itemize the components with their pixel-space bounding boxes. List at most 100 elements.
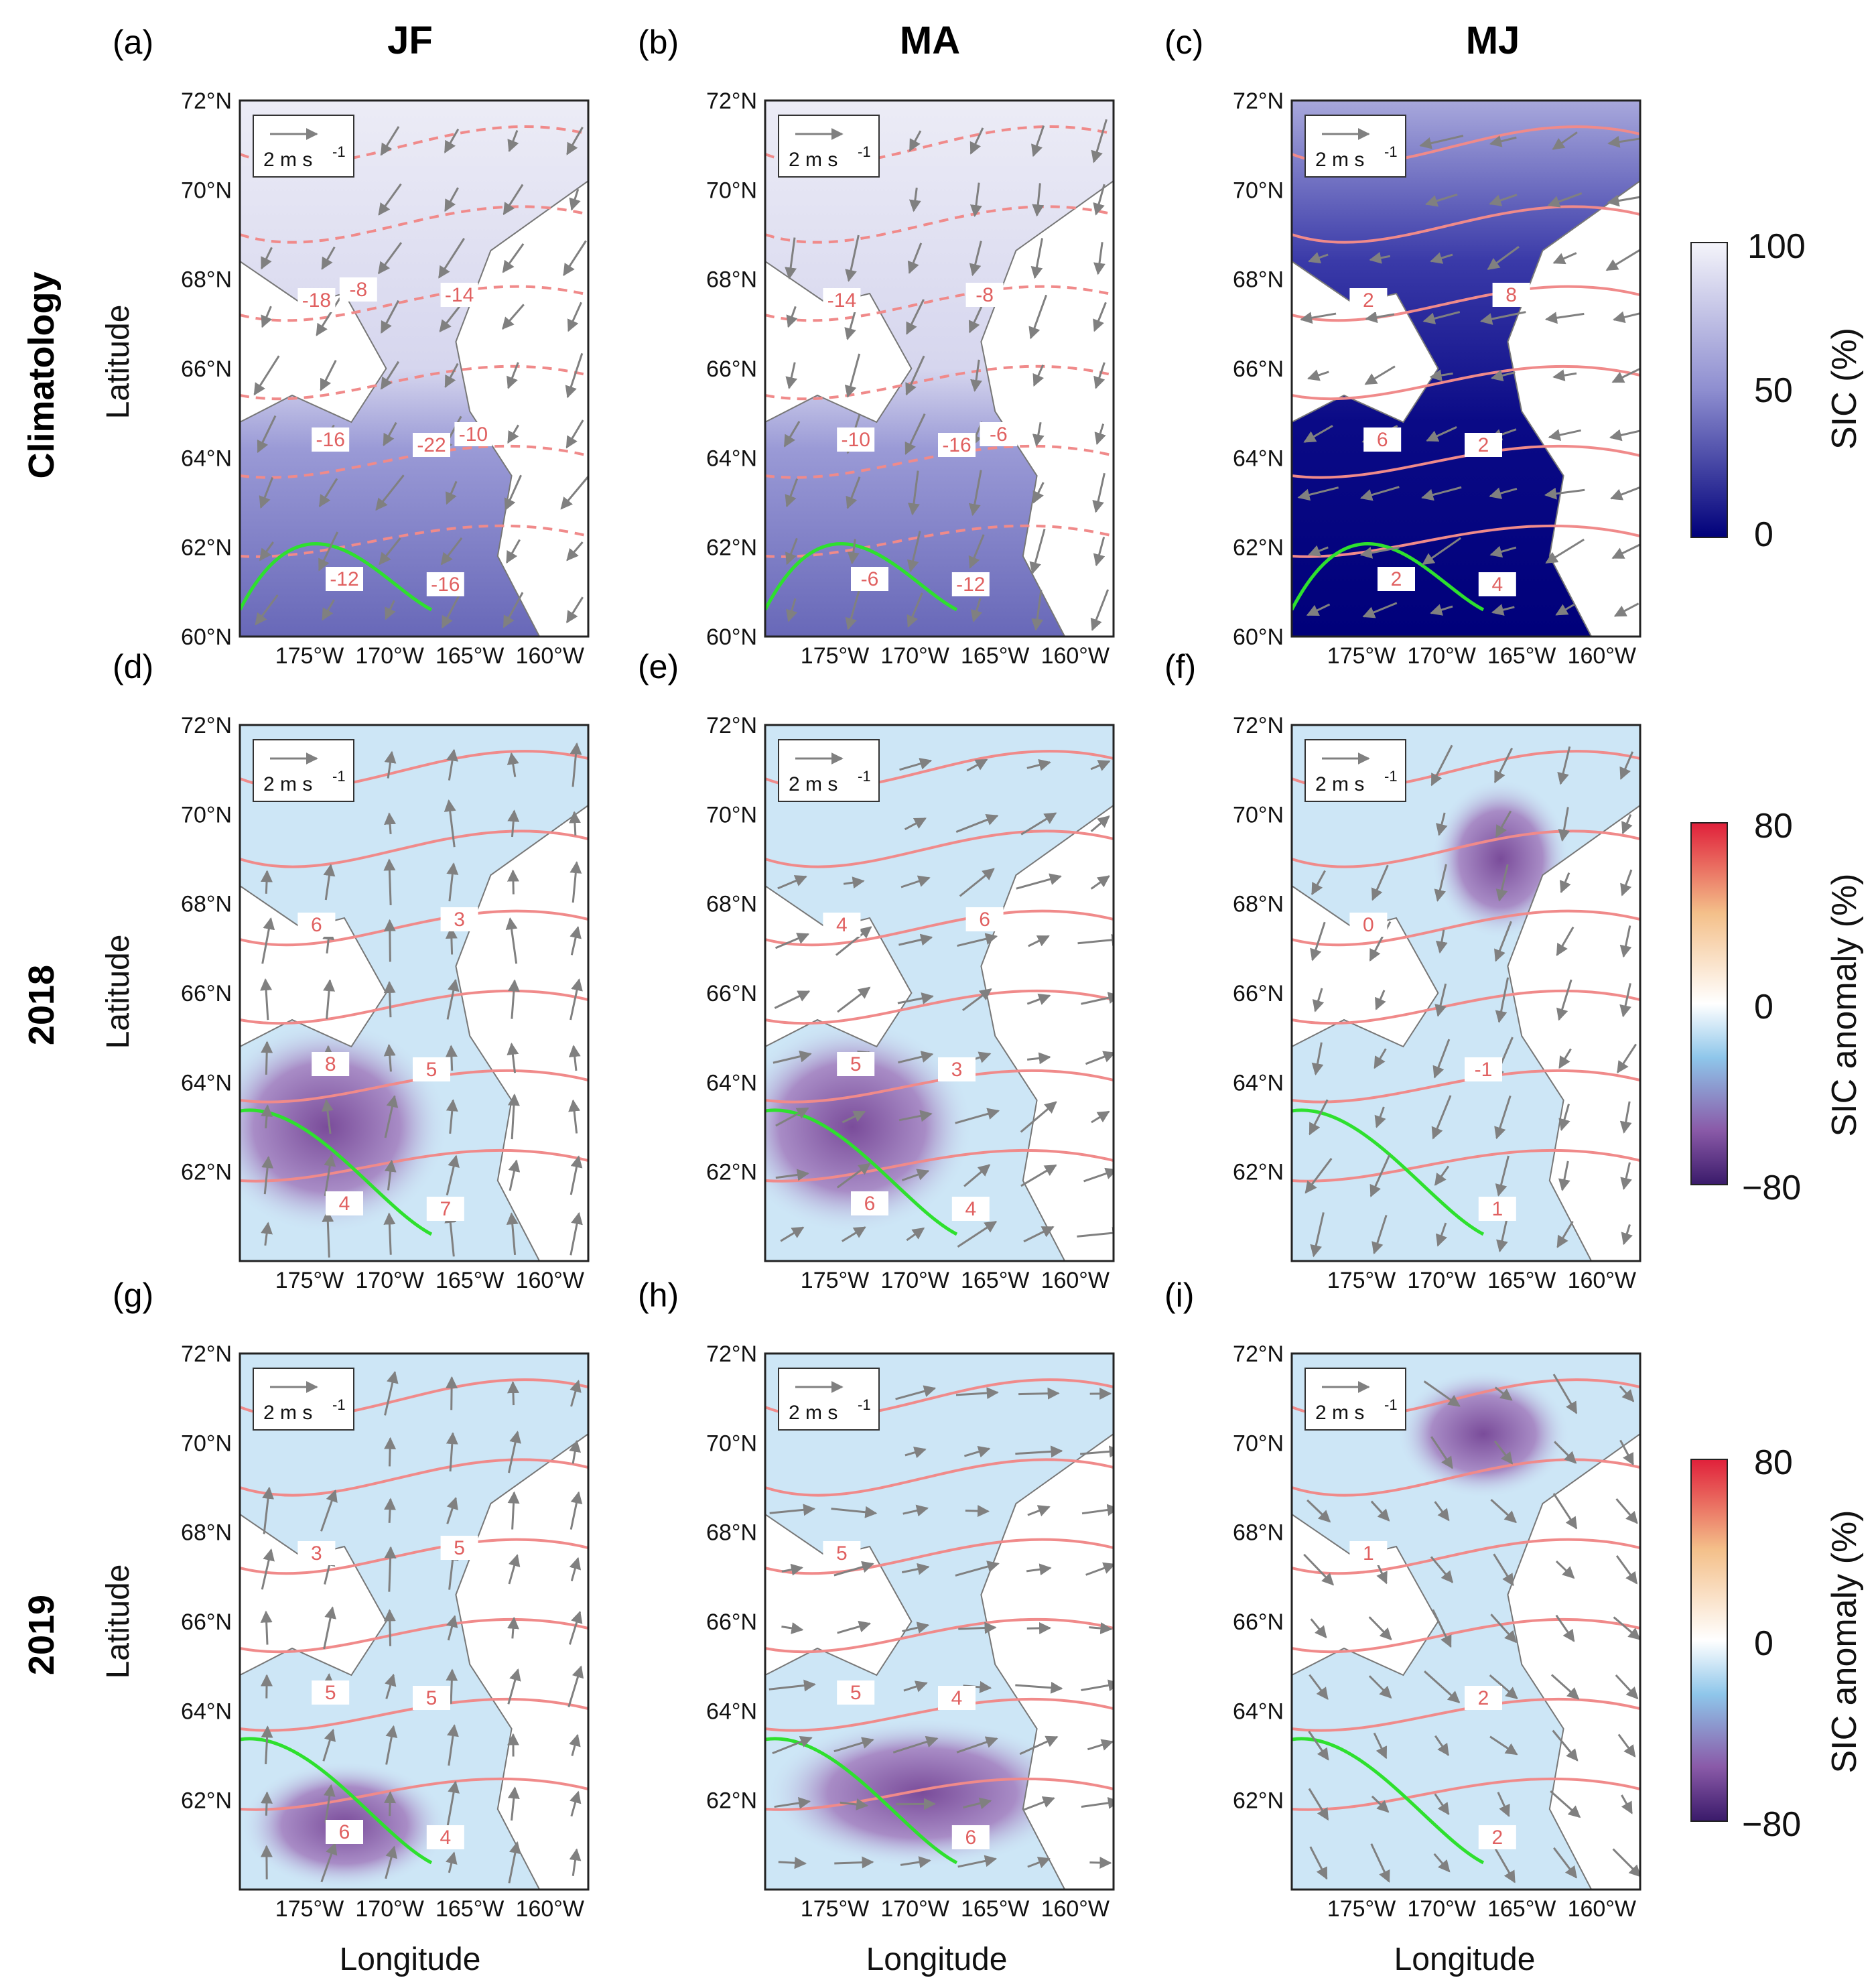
colorbar-climatology-bar xyxy=(1690,242,1728,538)
wind-vector xyxy=(956,1736,998,1754)
wind-vector xyxy=(846,476,861,509)
wind-vector xyxy=(1547,192,1583,208)
wind-vector xyxy=(566,127,584,155)
wind-vector xyxy=(1612,311,1640,324)
wind-vector xyxy=(444,362,459,389)
ytick-a: 62°N xyxy=(181,535,232,561)
wind-vector xyxy=(383,980,396,1018)
wind-vector xyxy=(1093,184,1106,216)
contour-label: 2 xyxy=(1478,434,1489,456)
contour-line-b-3 xyxy=(765,365,1114,401)
contour-label-box xyxy=(297,288,336,312)
wind-vector xyxy=(507,752,519,777)
reference-vector-label: 2 m s xyxy=(263,149,312,171)
map-content-h: 34565 xyxy=(765,1353,1114,1890)
wind-vector xyxy=(1490,369,1516,382)
wind-vector xyxy=(1495,977,1510,1023)
wind-vector xyxy=(320,360,337,391)
wind-vector xyxy=(1421,486,1462,501)
ytick-i: 70°N xyxy=(1233,1431,1284,1456)
wind-vector xyxy=(907,243,923,274)
wind-vector xyxy=(892,1735,939,1754)
wind-vector xyxy=(1090,589,1110,631)
wind-vector xyxy=(1371,1795,1390,1813)
wind-vector xyxy=(508,1431,521,1473)
xtick-f: 160°W xyxy=(1568,1268,1636,1293)
wind-vector xyxy=(1611,367,1640,383)
wind-vector xyxy=(255,594,279,626)
wind-vector xyxy=(963,1445,991,1458)
contour-label-box xyxy=(440,907,478,931)
contour-label-box xyxy=(1349,288,1388,312)
wind-vector xyxy=(780,1226,805,1242)
contour-label-box xyxy=(965,907,1004,931)
colorbar-anomaly-2019-label: SIC anomaly (%) xyxy=(1825,1510,1864,1774)
wind-vector xyxy=(774,1797,811,1809)
wind-vector xyxy=(1310,921,1326,962)
wind-vector xyxy=(843,876,865,889)
wind-vector xyxy=(1558,807,1570,842)
wind-vector xyxy=(1556,1221,1574,1248)
anomaly-blob-h-0 xyxy=(765,1718,1079,1868)
wind-vector xyxy=(1374,1048,1387,1069)
wind-vector xyxy=(844,353,861,398)
wind-vector xyxy=(773,1050,812,1064)
wind-vector xyxy=(1495,1155,1510,1197)
contour-label: 6 xyxy=(979,909,990,931)
contour-label: 6 xyxy=(1377,429,1388,451)
wind-vector xyxy=(1369,1154,1391,1197)
wind-vector xyxy=(1032,365,1045,387)
wind-vector xyxy=(909,130,922,152)
contour-label: 0 xyxy=(1363,914,1374,936)
wind-vector xyxy=(1552,1493,1578,1530)
wind-vector xyxy=(901,1169,930,1181)
colorbar-anomaly-2018-label: SIC anomaly (%) xyxy=(1825,874,1864,1137)
wind-vector xyxy=(1308,1731,1329,1761)
wind-vector xyxy=(847,539,860,565)
wind-vector xyxy=(570,1790,582,1817)
map-content-c: 0224682 xyxy=(1292,101,1640,637)
ytick-a: 72°N xyxy=(181,88,232,114)
wind-vector xyxy=(1434,1501,1450,1522)
contour-label: 6 xyxy=(311,914,322,936)
map-frame-a xyxy=(239,99,590,638)
wind-vector xyxy=(385,1673,397,1699)
ytick-g: 68°N xyxy=(181,1520,232,1546)
xtick-e: 175°W xyxy=(801,1268,869,1293)
contour-line-i-1 xyxy=(1292,1458,1640,1497)
wind-vector xyxy=(1297,486,1339,501)
wind-vector xyxy=(906,1227,925,1242)
wind-vector xyxy=(323,979,336,1020)
wind-vector xyxy=(507,1381,519,1406)
contour-label: -1 xyxy=(1475,1059,1493,1081)
wind-vector xyxy=(383,1609,396,1646)
wind-vector xyxy=(383,858,396,906)
wind-vector xyxy=(1436,812,1448,836)
contour-label: 6 xyxy=(339,1821,350,1843)
map-frame-h xyxy=(764,1352,1115,1891)
reference-vector-exponent: -1 xyxy=(1384,143,1398,160)
contour-label: 2 xyxy=(1391,568,1402,590)
contour-label: 6 xyxy=(965,1827,976,1849)
ytick-f: 68°N xyxy=(1233,892,1284,917)
wind-vector xyxy=(1016,873,1062,890)
contour-label: 4 xyxy=(951,1687,963,1709)
column-title-ma: MA xyxy=(900,19,960,62)
wind-vector xyxy=(261,917,275,964)
wind-vector xyxy=(899,758,933,771)
wind-vector xyxy=(321,246,336,270)
wind-vector xyxy=(833,1737,874,1753)
ytick-g: 70°N xyxy=(181,1431,232,1456)
contour-label-box xyxy=(426,1197,464,1221)
wind-vector xyxy=(1422,537,1462,566)
wind-vector xyxy=(1093,302,1107,332)
xtick-d: 170°W xyxy=(355,1268,423,1293)
ytick-e: 70°N xyxy=(706,802,757,828)
ytick-f: 66°N xyxy=(1233,981,1284,1006)
colorbar-climatology-label: SIC (%) xyxy=(1825,328,1864,450)
wind-vector xyxy=(320,1489,338,1532)
ytick-d: 72°N xyxy=(181,713,232,738)
wind-vector xyxy=(383,1212,396,1255)
wind-vector xyxy=(445,480,458,505)
map-frame-g xyxy=(239,1352,590,1891)
